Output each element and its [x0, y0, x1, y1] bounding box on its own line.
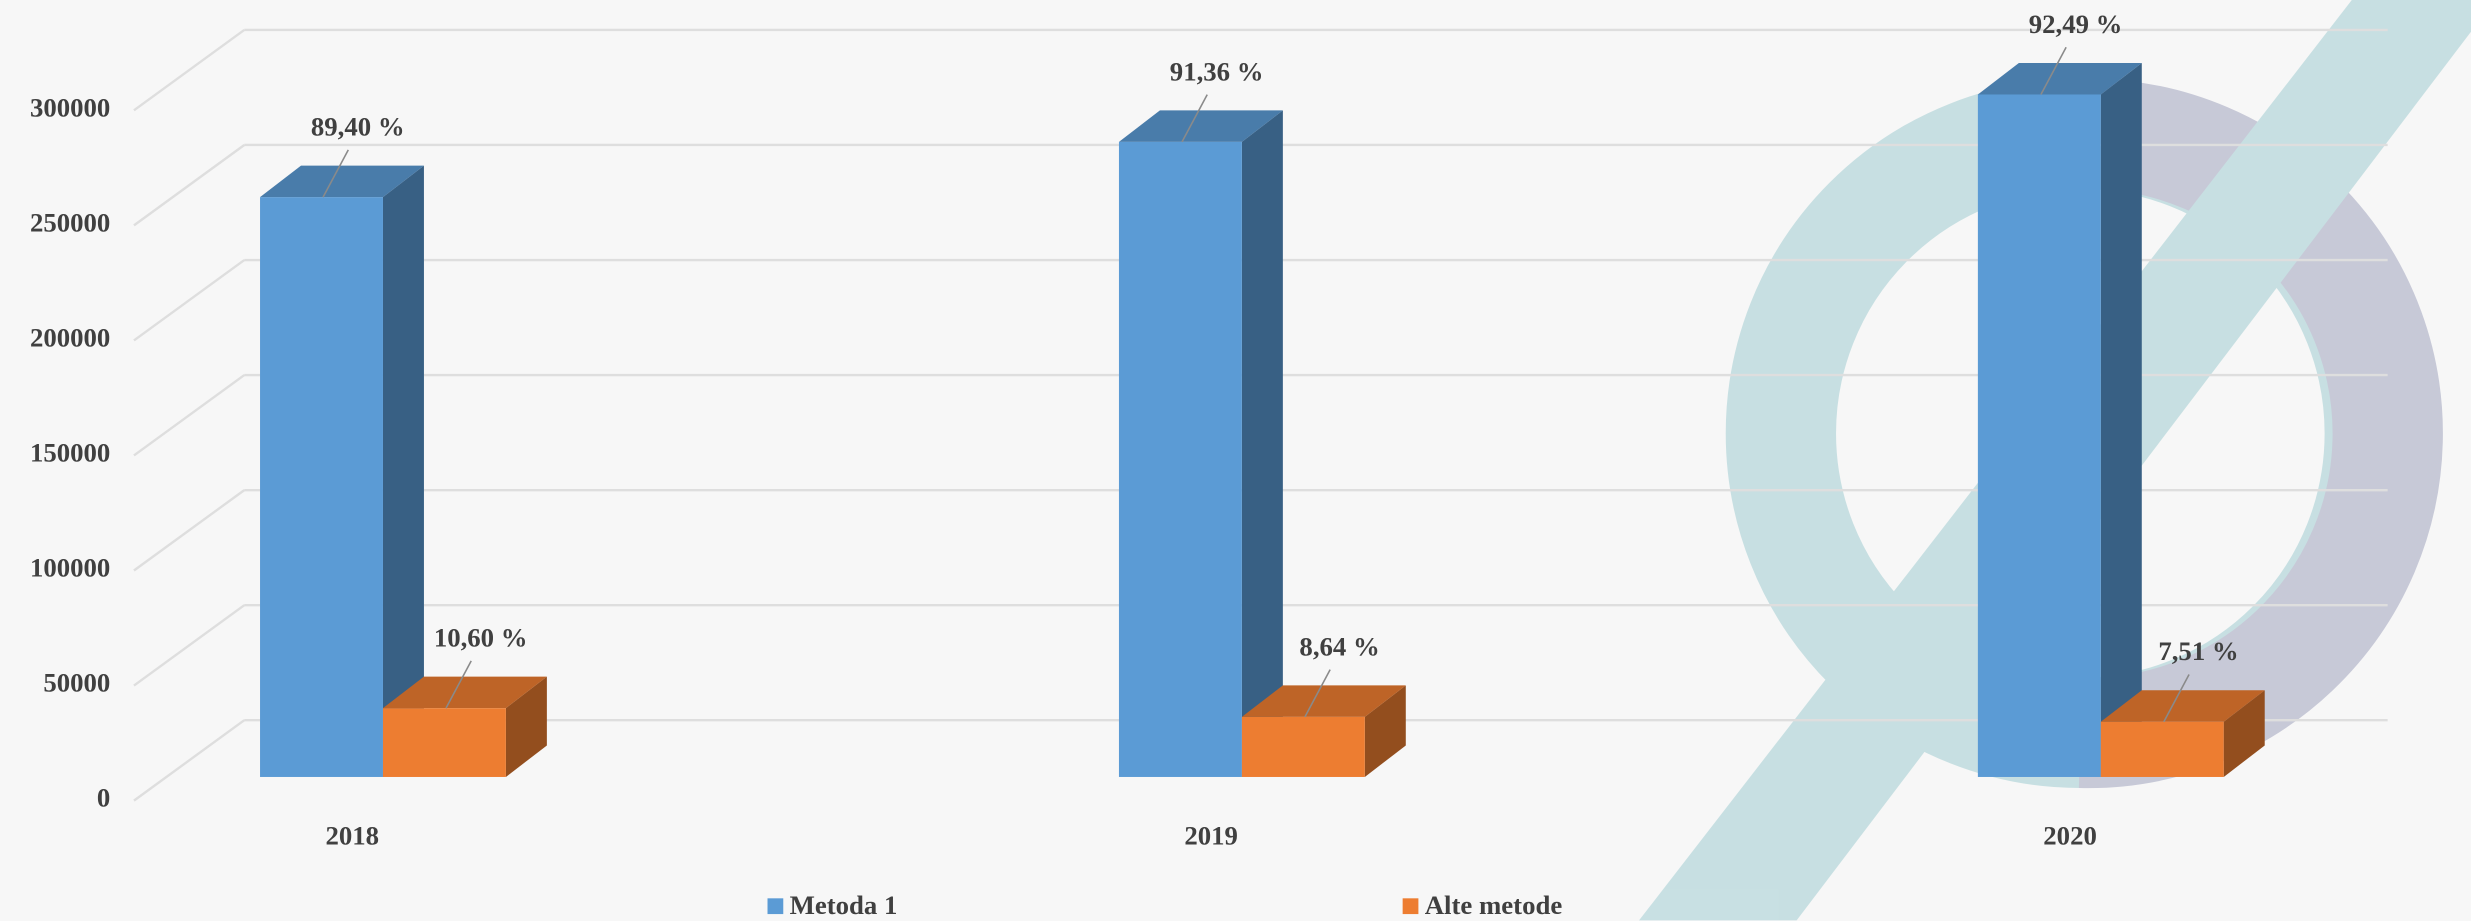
grid-line [133, 259, 245, 342]
bar-top [2100, 690, 2265, 722]
grid-line [133, 28, 245, 112]
leader-line [1304, 669, 1331, 718]
bar-side [2223, 690, 2265, 777]
data-label: 10,60 % [434, 623, 528, 653]
grid-line [133, 604, 245, 687]
bar [1118, 141, 1242, 777]
y-tick-label: 50000 [43, 668, 110, 698]
y-tick-label: 150000 [30, 438, 110, 468]
bar [1241, 716, 1365, 777]
bar [260, 197, 383, 777]
grid-line [133, 719, 245, 802]
legend-swatch [767, 898, 784, 915]
y-tick-label: 0 [97, 783, 110, 813]
leader-line [322, 149, 349, 198]
data-label: 7,51 % [2158, 636, 2238, 666]
y-tick-label: 250000 [30, 208, 110, 238]
leader-line [2040, 46, 2067, 95]
bar-top [1241, 685, 1406, 717]
bar-side [2100, 62, 2142, 777]
grid-line [133, 374, 245, 457]
bar [2100, 721, 2224, 777]
x-tick-label: 2019 [1184, 821, 1238, 851]
legend-swatch [1402, 898, 1419, 915]
bar-top [1977, 62, 2142, 95]
data-label: 91,36 % [1170, 56, 1264, 86]
grid-line [133, 489, 245, 572]
data-label: 89,40 % [311, 111, 405, 141]
bar-side [505, 676, 547, 777]
bar-side [382, 165, 424, 777]
x-tick-label: 2018 [325, 821, 379, 851]
bar [382, 708, 506, 777]
bar-side [1364, 685, 1406, 777]
bar-top [260, 165, 424, 198]
plot: 0 50000 100000 150000 200000 250000 300000 2018… [30, 0, 2471, 921]
legend-label: Metoda 1 [790, 890, 898, 920]
leader-line [445, 660, 472, 709]
y-tick-label: 100000 [30, 553, 110, 583]
bar-side [1241, 110, 1283, 777]
bar-top [1118, 110, 1283, 142]
bar [1977, 94, 2101, 777]
data-label: 92,49 % [2029, 9, 2123, 39]
grid-line [133, 144, 245, 227]
leader-line [2163, 674, 2190, 723]
legend-label: Alte metode [1425, 890, 1563, 920]
data-label: 8,64 % [1299, 631, 1379, 661]
bar-top [382, 676, 547, 709]
x-tick-label: 2020 [2043, 821, 2097, 851]
leader-line [1181, 94, 1208, 143]
y-tick-label: 300000 [30, 92, 110, 122]
y-tick-label: 200000 [30, 323, 110, 353]
